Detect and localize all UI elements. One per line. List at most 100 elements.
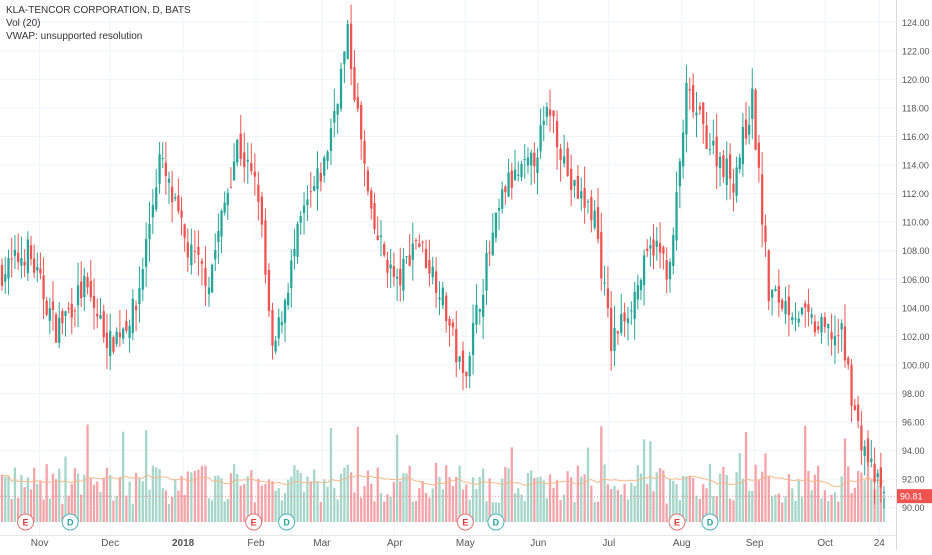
- candle-body: [26, 239, 30, 274]
- candle-body: [217, 230, 220, 243]
- candle-body: [655, 240, 658, 248]
- volume-bar: [370, 483, 373, 522]
- candle-body: [349, 23, 353, 70]
- candle-body: [639, 280, 643, 291]
- volume-bar: [876, 485, 879, 522]
- volume-bar: [131, 503, 134, 522]
- volume-bar: [649, 441, 652, 522]
- volume-bar: [105, 467, 109, 522]
- marker-label: D: [283, 518, 290, 528]
- candle-body: [271, 310, 274, 346]
- volume-bar: [728, 498, 732, 522]
- volume-bar: [438, 476, 441, 522]
- candle-body: [80, 281, 83, 299]
- volume-bar: [725, 475, 728, 522]
- price-tick-label: 90.00: [902, 503, 925, 513]
- candle-body: [54, 314, 58, 343]
- candle-body: [17, 252, 20, 263]
- price-tick-label: 108.00: [902, 246, 930, 256]
- candle-body: [438, 297, 441, 300]
- candle-body: [548, 109, 552, 116]
- volume-bar: [744, 432, 748, 522]
- candle-body: [843, 326, 847, 361]
- candle-body: [290, 260, 293, 288]
- volume-bar: [13, 467, 17, 522]
- volume-bar: [336, 499, 339, 522]
- candle-body: [725, 158, 728, 186]
- volume-bar: [193, 471, 197, 522]
- chart-legend: KLA-TENCOR CORPORATION, D, BATS Vol (20)…: [6, 4, 191, 43]
- volume-bar: [850, 493, 853, 522]
- volume-bar: [177, 490, 180, 522]
- legend-title[interactable]: KLA-TENCOR CORPORATION, D, BATS: [6, 5, 191, 16]
- time-tick-label: May: [456, 538, 475, 549]
- candle-body: [405, 256, 408, 258]
- volume-bar: [366, 470, 370, 522]
- candle-body: [92, 296, 96, 308]
- volume-bar: [860, 472, 863, 522]
- candle-body: [794, 318, 797, 320]
- time-tick-label: Apr: [387, 538, 403, 549]
- volume-bar: [170, 497, 174, 522]
- price-tick-label: 98.00: [902, 389, 925, 399]
- candle-body: [177, 195, 180, 212]
- candle-body: [183, 224, 186, 238]
- legend-vwap[interactable]: VWAP: unsupported resolution: [6, 31, 143, 42]
- volume-bar: [343, 467, 346, 522]
- price-tick-label: 106.00: [902, 275, 930, 285]
- candle-body: [542, 120, 545, 126]
- candle-body: [83, 275, 86, 298]
- legend-volume[interactable]: Vol (20): [6, 18, 41, 29]
- candle-body: [128, 325, 131, 338]
- volume-bar: [51, 473, 55, 522]
- candle-body: [580, 191, 583, 199]
- dividend-marker: D: [701, 513, 719, 531]
- candle-body: [593, 210, 596, 228]
- candle-body: [600, 232, 603, 279]
- candle-body: [586, 201, 590, 203]
- candle-body: [757, 142, 761, 168]
- volume-bar: [882, 497, 886, 522]
- grid-layer: [0, 0, 896, 535]
- price-tick-label: 122.00: [902, 46, 930, 56]
- volume-bar: [794, 500, 797, 522]
- candle-body: [652, 239, 655, 256]
- volume-bar: [4, 476, 7, 522]
- volume-bar: [552, 487, 555, 522]
- marker-circle: [487, 513, 505, 531]
- time-axis[interactable]: Nov Dec 2018 Feb Mar Apr May Jun Jul Aug Sep Oct 24: [0, 535, 896, 550]
- volume-bar: [856, 470, 860, 522]
- candle-body: [61, 311, 64, 324]
- candle-body: [482, 294, 485, 317]
- candle-body: [708, 149, 712, 151]
- candle-body: [306, 199, 309, 206]
- candle-body: [319, 172, 323, 182]
- candle-body: [58, 317, 61, 343]
- candle-body: [186, 242, 189, 258]
- volume-bar: [299, 472, 302, 522]
- candle-body: [115, 331, 118, 345]
- volume-bar: [613, 485, 616, 522]
- candle-body: [702, 102, 705, 125]
- price-axis[interactable]: 90.00 92.00 94.00 96.00 98.00 100.00 102.00 104…: [896, 0, 932, 550]
- candle-body: [29, 245, 33, 260]
- volume-bar: [705, 488, 708, 522]
- volume-bar: [67, 495, 70, 522]
- volume-bar: [847, 466, 850, 522]
- candle-body: [200, 260, 204, 264]
- price-tick-label: 110.00: [902, 218, 929, 228]
- candle-body: [488, 252, 491, 254]
- volume-bar: [293, 465, 296, 522]
- candle-body: [633, 291, 636, 319]
- time-tick-label: Jun: [530, 538, 546, 549]
- volume-bar: [646, 484, 649, 522]
- volume-bar: [418, 488, 421, 522]
- volume-bar: [86, 424, 89, 522]
- volume-bar: [61, 503, 64, 522]
- volume-bar: [379, 492, 383, 522]
- candle-body: [421, 241, 424, 243]
- volume-bar: [542, 480, 545, 522]
- volume-bar: [112, 500, 115, 522]
